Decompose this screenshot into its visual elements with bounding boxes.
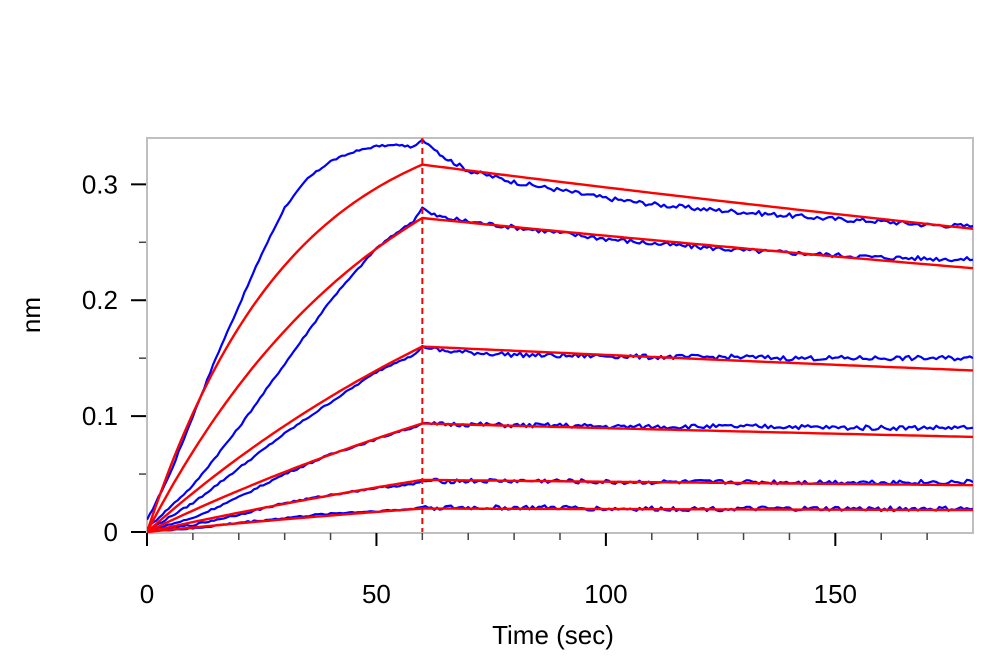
x-axis-title: Time (sec): [492, 620, 614, 650]
fit-curve: [147, 507, 973, 533]
plot-area: [146, 137, 974, 534]
y-tick-label: 0.3: [82, 169, 118, 199]
measured-curve: [147, 344, 973, 532]
y-axis: 0 0.1 0.2 0.3: [82, 169, 146, 547]
x-axis: 0 50 100 150: [140, 533, 857, 609]
x-tick-label: 100: [584, 579, 627, 609]
measured-curve: [147, 138, 973, 521]
y-axis-title: nm: [16, 297, 46, 333]
x-tick-label: 0: [140, 579, 154, 609]
fit-curve: [147, 422, 973, 533]
fit-curve: [147, 345, 973, 533]
minor-ticks: [139, 241, 928, 540]
measured-curve: [147, 421, 973, 532]
y-tick-label: 0.1: [82, 401, 118, 431]
series-layer: [147, 138, 973, 533]
x-tick-label: 150: [814, 579, 857, 609]
fit-curve: [147, 478, 973, 533]
fit-curve: [147, 163, 973, 533]
x-tick-label: 50: [362, 579, 391, 609]
fit-curve: [147, 216, 973, 533]
y-tick-label: 0: [104, 517, 118, 547]
y-tick-label: 0.2: [82, 285, 118, 315]
